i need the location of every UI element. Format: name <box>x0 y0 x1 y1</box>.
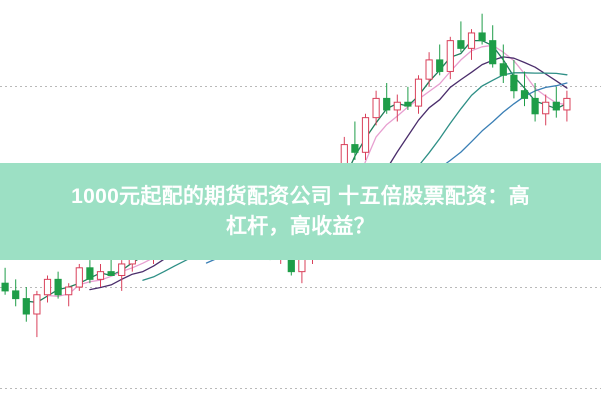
headline-line-1: 1000元起配的期货配资公司 十五倍股票配资：高 <box>71 184 530 208</box>
headline-line-2: 杠杆，高收益？ <box>225 214 376 238</box>
headline-overlay-band: 1000元起配的期货配资公司 十五倍股票配资：高 杠杆，高收益？ <box>0 163 601 260</box>
